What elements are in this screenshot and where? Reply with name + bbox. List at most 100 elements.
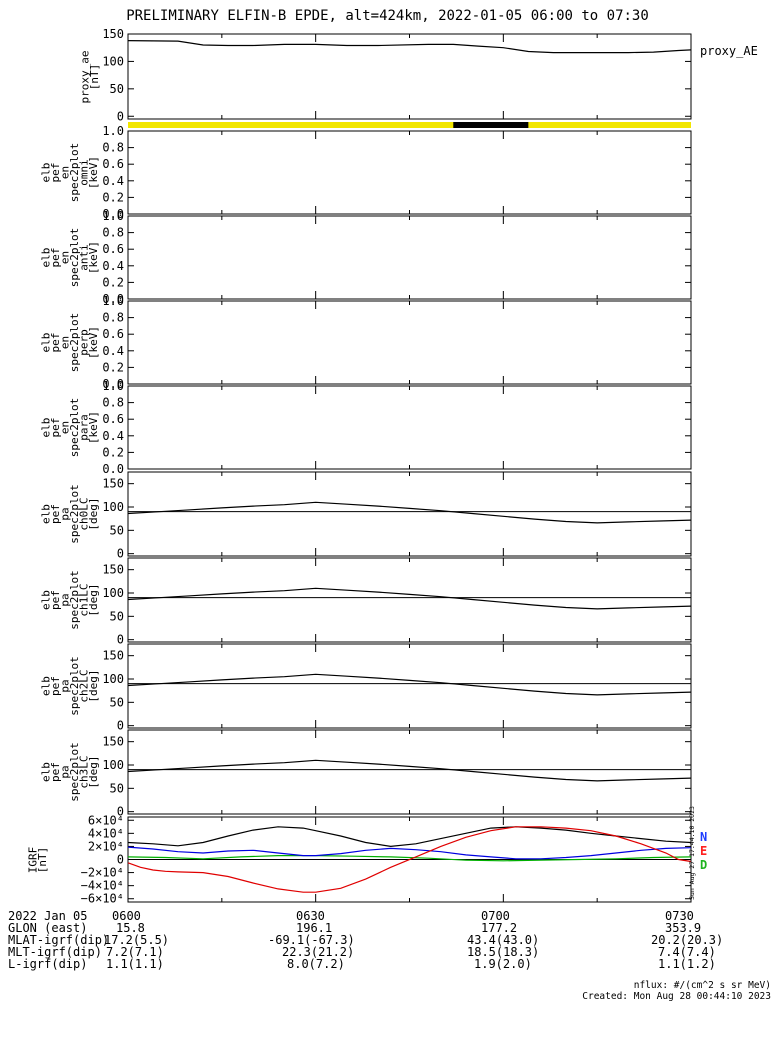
axis-label-line: para: [77, 414, 90, 441]
panel-ch1LC-tick-label: 100: [102, 586, 124, 600]
axis-label-line: anti: [77, 244, 90, 271]
axis-label-line: en: [58, 336, 71, 349]
axis-label-line: ch0LC: [77, 497, 90, 530]
axis-label-line: proxy_ae: [78, 51, 91, 104]
igrf-tick-label: 2×10⁴: [88, 839, 124, 853]
axis-label-line: [nT]: [88, 64, 101, 91]
axis-label-line: spec2plot: [68, 228, 81, 288]
panel-anti-tick-label: 0.2: [102, 275, 124, 289]
proxy-ae-tick-label: 50: [110, 82, 124, 96]
panel-ch0LC-tick-label: 150: [102, 477, 124, 491]
panel-para-tick-label: 0.2: [102, 445, 124, 459]
ephemeris-label: 2022 Jan 05: [8, 909, 88, 923]
igrf-green-line: [127, 854, 692, 862]
panel-para-tick-label: 1.0: [102, 379, 124, 393]
ephemeris-value: 17.2(5.5): [104, 933, 170, 947]
panel-omni-tick-label: 0.4: [102, 174, 124, 188]
igrf-ylabel: IGRF[nT]: [26, 847, 49, 874]
axis-label-line: pa: [58, 679, 71, 692]
axis-label-line: IGRF: [26, 847, 39, 874]
axis-label-line: elb: [39, 762, 52, 782]
ephemeris-value: 18.5(18.3): [467, 945, 540, 959]
axis-label-line: elb: [39, 418, 52, 438]
panel-omni-tick-label: 0.8: [102, 141, 124, 155]
ephemeris-label: L-igrf(dip): [8, 957, 88, 971]
axis-label-line: pa: [58, 593, 71, 606]
axis-label-line: elb: [39, 248, 52, 268]
panel-perp-tick-label: 0.4: [102, 344, 124, 358]
axis-label-line: [deg]: [87, 755, 100, 788]
panel-ch2LC-tick-label: 0: [117, 719, 124, 733]
axis-label-line: en: [58, 166, 71, 179]
panel-anti-tick-label: 1.0: [102, 209, 124, 223]
ephemeris-label: GLON (east): [8, 921, 88, 935]
axis-label-line: pef: [49, 762, 62, 782]
proxy-ae-tick-label: 100: [102, 54, 124, 68]
panel-ch2LC-tick-label: 150: [102, 649, 124, 663]
ephemeris-value: 177.2: [481, 921, 518, 935]
axis-label-line: spec2plot: [68, 398, 81, 458]
axis-label-line: spec2plot: [68, 742, 81, 802]
axis-label-line: pef: [49, 333, 62, 353]
axis-label-line: [deg]: [87, 669, 100, 702]
igrf-tick-label: −4×10⁴: [81, 879, 124, 893]
axis-label-line: perp: [77, 329, 90, 356]
axis-label-line: pef: [49, 676, 62, 696]
axis-label-line: ch1LC: [77, 583, 90, 616]
axis-label-line: en: [58, 421, 71, 434]
igrf-legend-N: N: [700, 830, 707, 844]
panel-ch1LC-tick-label: 150: [102, 563, 124, 577]
ephemeris-value: 0730: [665, 909, 694, 923]
ephemeris-value: 0700: [481, 909, 510, 923]
igrf-tick-label: −6×10⁴: [81, 892, 124, 906]
ephemeris-value: 8.0(7.2): [287, 957, 345, 971]
panel-perp-tick-label: 0.0: [102, 377, 124, 391]
axis-label-line: [keV]: [87, 156, 100, 189]
panel-perp-tick-label: 0.2: [102, 360, 124, 374]
panel-ch0LC-axes: [127, 471, 692, 557]
panel-omni-axes: [127, 130, 692, 215]
shadow-bar: [453, 122, 529, 128]
panel-para-axes: [127, 385, 692, 470]
chart-title: PRELIMINARY ELFIN-B EPDE, alt=424km, 202…: [126, 8, 649, 24]
ephemeris-value: 1.1(1.1): [106, 957, 164, 971]
sunlit-bar: [128, 122, 691, 128]
igrf-tick-label: 6×10⁴: [88, 813, 124, 827]
axis-label-line: pef: [49, 504, 62, 524]
proxy-ae-tick-label: 150: [102, 27, 124, 41]
igrf-red-line: [127, 826, 692, 893]
axis-label-line: pa: [58, 507, 71, 520]
axis-label-line: [keV]: [87, 241, 100, 274]
proxy-ae-ylabel: proxy_ae[nT]: [78, 51, 101, 104]
axis-label-line: en: [58, 251, 71, 264]
panel-ch2LC-curve: [127, 673, 692, 696]
axis-label-line: pef: [49, 163, 62, 183]
ephemeris-label: MLT-igrf(dip): [8, 945, 102, 959]
panel-ch1LC-tick-label: 0: [117, 633, 124, 647]
proxy-ae-axes: [127, 33, 692, 120]
axis-label-line: pa: [58, 765, 71, 778]
igrf-blue-line: [127, 846, 692, 860]
panel-ch0LC-tick-label: 100: [102, 500, 124, 514]
vertical-timestamp-text: Sun Aug 27 17:44:10 2023: [688, 806, 696, 900]
axis-label-line: [deg]: [87, 497, 100, 530]
panel-ch1LC-axes: [127, 557, 692, 643]
panel-para-tick-label: 0.0: [102, 462, 124, 476]
panel-perp-tick-label: 1.0: [102, 294, 124, 308]
panel-anti-tick-label: 0.8: [102, 226, 124, 240]
ephemeris-value: 196.1: [296, 921, 333, 935]
ephemeris-value: 0630: [296, 909, 325, 923]
panel-perp-tick-label: 0.8: [102, 311, 124, 325]
axis-label-line: spec2plot: [68, 484, 81, 544]
chart-canvas: 150100500proxy_ae[nT]proxy_AE1.00.80.60.…: [26, 27, 758, 906]
panel-ch3LC-axes: [127, 729, 692, 815]
axis-label-line: spec2plot: [68, 656, 81, 716]
igrf-tick-label: −2×10⁴: [81, 866, 124, 880]
ephemeris-label: MLAT-igrf(dip): [8, 933, 110, 947]
panel-anti-tick-label: 0.0: [102, 292, 124, 306]
igrf-legend-D: D: [700, 858, 707, 872]
